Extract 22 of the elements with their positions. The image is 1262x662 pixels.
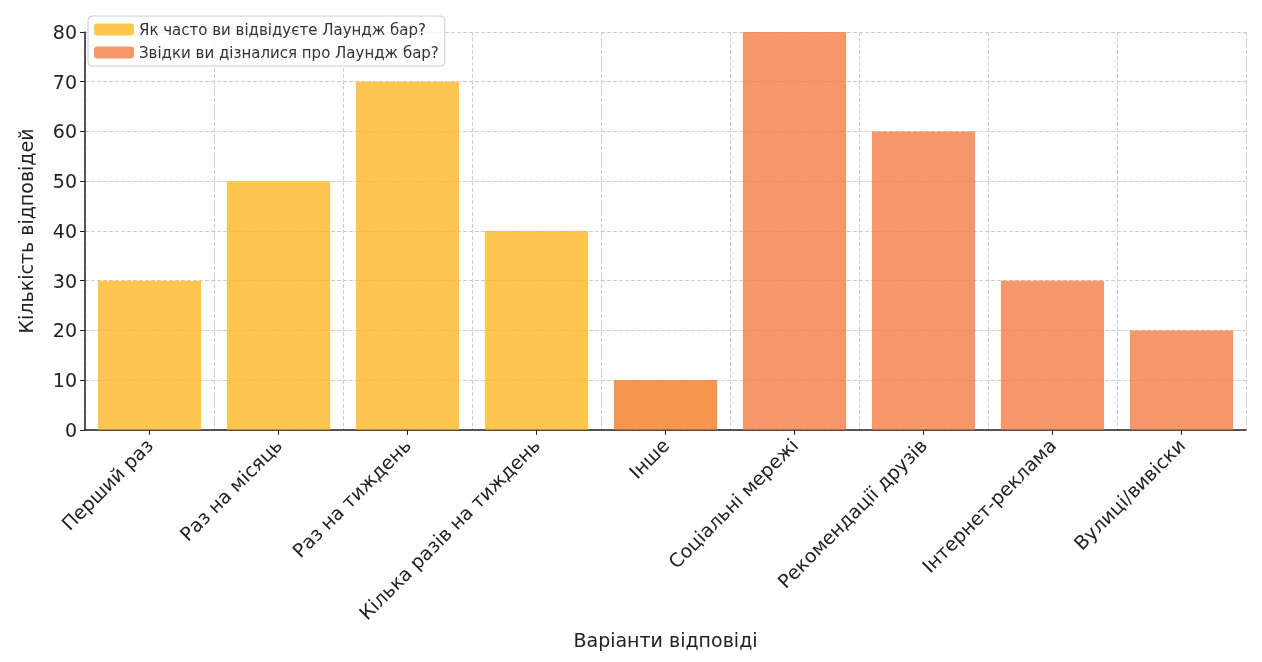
bar <box>226 181 331 430</box>
y-tick-label: 70 <box>52 70 77 93</box>
y-tick-label: 80 <box>52 21 77 43</box>
bar <box>1000 280 1105 430</box>
bar <box>742 32 847 430</box>
y-tick-label: 20 <box>52 319 77 342</box>
bar <box>355 81 460 430</box>
y-tick-label: 50 <box>52 170 77 193</box>
x-axis-title: Варіанти відповіді <box>573 628 758 651</box>
bar <box>871 131 976 430</box>
y-tick-label: 60 <box>52 120 77 143</box>
y-tick-label: 0 <box>64 418 77 441</box>
bar <box>484 230 589 430</box>
bar <box>613 380 718 430</box>
legend-label: Як часто ви відвідуєте Лаундж бар? <box>139 20 426 39</box>
y-tick-label: 30 <box>52 269 77 292</box>
legend-label: Звідки ви дізналися про Лаундж бар? <box>139 43 439 62</box>
y-axis-title: Кількість відповідей <box>14 128 37 334</box>
y-tick-label: 40 <box>52 219 77 242</box>
bar <box>97 280 202 430</box>
y-tick-label: 10 <box>52 369 77 392</box>
bar <box>1129 330 1234 430</box>
